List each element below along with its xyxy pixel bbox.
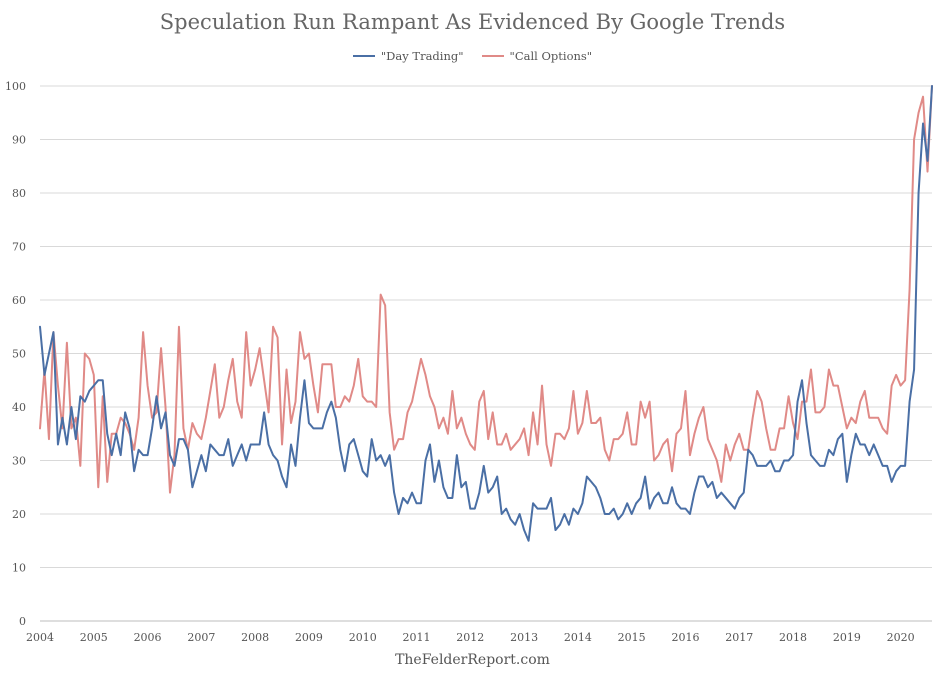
series-line-day-trading <box>39 85 933 542</box>
x-tick-label-2015: 2015 <box>618 631 646 644</box>
x-tick-label-2014: 2014 <box>564 631 592 644</box>
x-tick-label-2009: 2009 <box>295 631 323 644</box>
x-tick-label-2012: 2012 <box>456 631 484 644</box>
x-tick-label-2020: 2020 <box>887 631 915 644</box>
y-tick-label-10: 10 <box>12 562 26 575</box>
y-tick-label-90: 90 <box>12 134 26 147</box>
x-tick-label-2018: 2018 <box>779 631 807 644</box>
series-line-call-options <box>39 85 933 494</box>
x-tick-label-2013: 2013 <box>510 631 538 644</box>
chart-title: Speculation Run Rampant As Evidenced By … <box>159 10 786 34</box>
y-tick-label-100: 100 <box>5 80 26 93</box>
y-tick-label-60: 60 <box>12 294 26 307</box>
legend-swatch-call-options <box>481 55 504 57</box>
x-tick-label-2011: 2011 <box>403 631 431 644</box>
x-tick-label-2008: 2008 <box>241 631 269 644</box>
legend-label-call-options: "Call Options" <box>509 49 593 63</box>
chart-footer: TheFelderReport.com <box>395 652 550 668</box>
y-tick-label-40: 40 <box>12 401 26 414</box>
x-tick-label-2017: 2017 <box>725 631 753 644</box>
legend-swatch-day-trading <box>352 55 375 57</box>
legend-item-call-options: "Call Options" <box>481 49 593 63</box>
y-tick-label-20: 20 <box>12 508 26 521</box>
x-tick-label-2016: 2016 <box>671 631 699 644</box>
x-tick-label-2010: 2010 <box>349 631 377 644</box>
y-tick-label-50: 50 <box>12 348 26 361</box>
x-tick-label-2004: 2004 <box>26 631 54 644</box>
x-tick-label-2005: 2005 <box>80 631 108 644</box>
y-tick-label-70: 70 <box>12 241 26 254</box>
legend-label-day-trading: "Day Trading" <box>380 49 464 63</box>
x-tick-label-2006: 2006 <box>134 631 162 644</box>
y-tick-label-0: 0 <box>19 615 26 628</box>
x-tick-label-2007: 2007 <box>187 631 215 644</box>
y-tick-label-30: 30 <box>12 455 26 468</box>
x-tick-label-2019: 2019 <box>833 631 861 644</box>
chart-legend: "Day Trading" "Call Options" <box>0 49 945 63</box>
legend-item-day-trading: "Day Trading" <box>352 49 464 63</box>
y-tick-label-80: 80 <box>12 187 26 200</box>
